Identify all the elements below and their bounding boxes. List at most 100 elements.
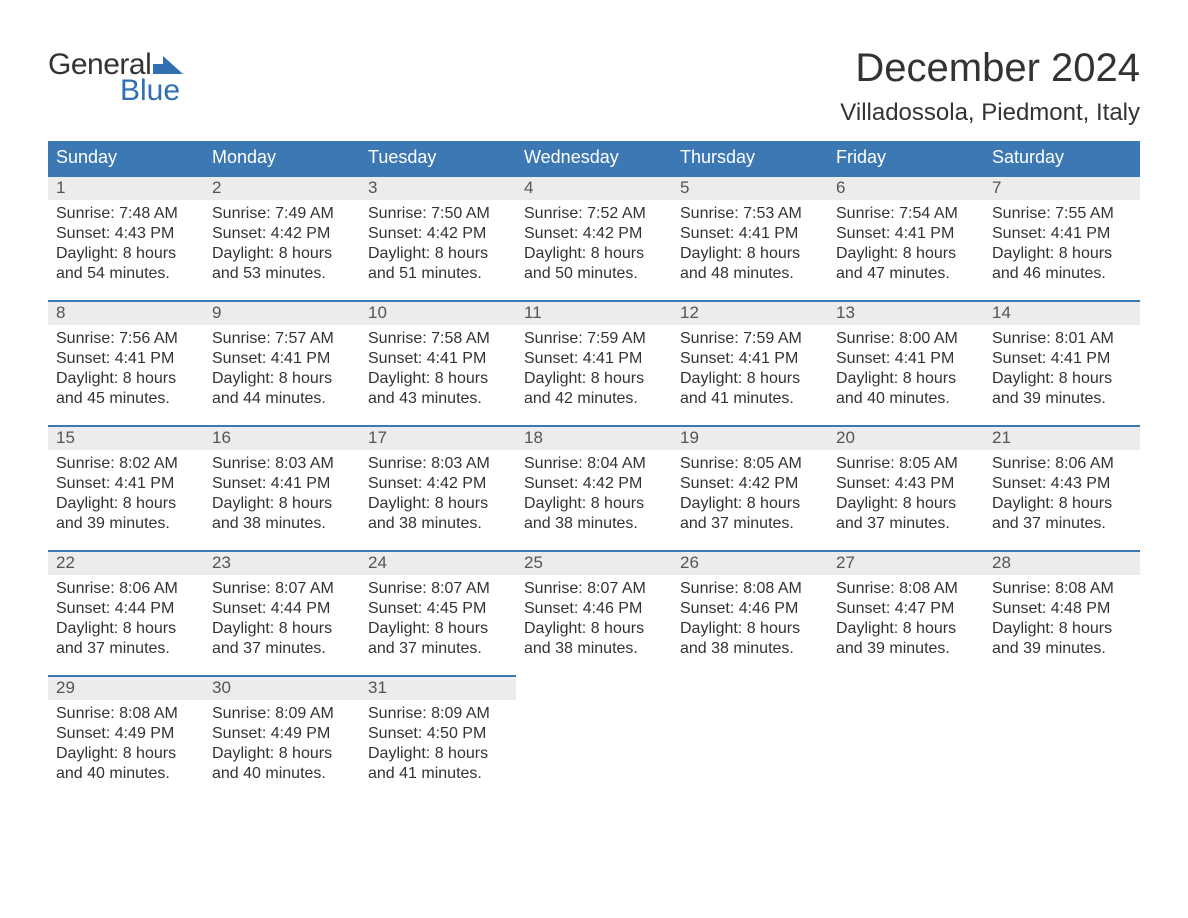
day-cell: 18 Sunrise: 8:04 AMSunset: 4:42 PMDayligh… (516, 425, 672, 534)
day-number: 28 (984, 550, 1140, 575)
weekday-label: Sunday (48, 141, 204, 175)
daylight-line: Daylight: 8 hours and 37 minutes. (992, 494, 1132, 534)
sunset-line: Sunset: 4:41 PM (56, 474, 196, 494)
day-number: 31 (360, 675, 516, 700)
sunset-line: Sunset: 4:41 PM (836, 224, 976, 244)
day-number: 19 (672, 425, 828, 450)
daylight-line: Daylight: 8 hours and 39 minutes. (992, 619, 1132, 659)
day-number: 5 (672, 175, 828, 200)
day-number: 9 (204, 300, 360, 325)
sunset-line: Sunset: 4:41 PM (680, 224, 820, 244)
sunset-line: Sunset: 4:41 PM (212, 349, 352, 369)
daylight-line: Daylight: 8 hours and 40 minutes. (56, 744, 196, 784)
sunset-line: Sunset: 4:41 PM (680, 349, 820, 369)
sunrise-line: Sunrise: 8:09 AM (368, 704, 508, 724)
weeks-container: 1Sunrise: 7:48 AMSunset: 4:43 PMDaylight… (48, 175, 1140, 784)
sunrise-line: Sunrise: 8:07 AM (368, 579, 508, 599)
sunrise-line: Sunrise: 8:03 AM (368, 454, 508, 474)
sunrise-line: Sunrise: 8:04 AM (524, 454, 664, 474)
sunrise-line: Sunrise: 7:55 AM (992, 204, 1132, 224)
day-cell (984, 675, 1140, 784)
day-number: 21 (984, 425, 1140, 450)
day-body: Sunrise: 7:53 AMSunset: 4:41 PMDaylight:… (672, 200, 828, 284)
weekday-label: Monday (204, 141, 360, 175)
sunrise-line: Sunrise: 8:03 AM (212, 454, 352, 474)
sunset-line: Sunset: 4:42 PM (680, 474, 820, 494)
day-body: Sunrise: 8:05 AMSunset: 4:43 PMDaylight:… (828, 450, 984, 534)
day-cell: 1Sunrise: 7:48 AMSunset: 4:43 PMDaylight… (48, 175, 204, 284)
day-body: Sunrise: 8:01 AMSunset: 4:41 PMDaylight:… (984, 325, 1140, 409)
daylight-line: Daylight: 8 hours and 45 minutes. (56, 369, 196, 409)
sunrise-line: Sunrise: 8:07 AM (212, 579, 352, 599)
day-cell: 19 Sunrise: 8:05 AMSunset: 4:42 PMDayligh… (672, 425, 828, 534)
day-number: 10 (360, 300, 516, 325)
daylight-line: Daylight: 8 hours and 47 minutes. (836, 244, 976, 284)
daylight-line: Daylight: 8 hours and 37 minutes. (56, 619, 196, 659)
day-cell: 4Sunrise: 7:52 AMSunset: 4:42 PMDaylight… (516, 175, 672, 284)
daylight-line: Daylight: 8 hours and 48 minutes. (680, 244, 820, 284)
sunrise-line: Sunrise: 7:57 AM (212, 329, 352, 349)
sunrise-line: Sunrise: 8:05 AM (680, 454, 820, 474)
title-block: December 2024 Villadossola, Piedmont, It… (840, 46, 1140, 127)
day-number: 23 (204, 550, 360, 575)
sunset-line: Sunset: 4:41 PM (992, 349, 1132, 369)
sunset-line: Sunset: 4:44 PM (56, 599, 196, 619)
daylight-line: Daylight: 8 hours and 38 minutes. (368, 494, 508, 534)
day-cell: 29Sunrise: 8:08 AMSunset: 4:49 PMDayligh… (48, 675, 204, 784)
day-body: Sunrise: 8:08 AMSunset: 4:48 PMDaylight:… (984, 575, 1140, 659)
day-body: Sunrise: 8:02 AMSunset: 4:41 PMDaylight:… (48, 450, 204, 534)
sunrise-line: Sunrise: 7:54 AM (836, 204, 976, 224)
day-cell: 16Sunrise: 8:03 AMSunset: 4:41 PMDayligh… (204, 425, 360, 534)
day-cell: 28Sunrise: 8:08 AMSunset: 4:48 PMDayligh… (984, 550, 1140, 659)
day-body: Sunrise: 8:08 AMSunset: 4:46 PMDaylight:… (672, 575, 828, 659)
day-number: 22 (48, 550, 204, 575)
sunset-line: Sunset: 4:41 PM (992, 224, 1132, 244)
day-number: 14 (984, 300, 1140, 325)
sunrise-line: Sunrise: 8:06 AM (56, 579, 196, 599)
day-cell (516, 675, 672, 784)
sunrise-line: Sunrise: 8:01 AM (992, 329, 1132, 349)
daylight-line: Daylight: 8 hours and 39 minutes. (836, 619, 976, 659)
sunrise-line: Sunrise: 7:50 AM (368, 204, 508, 224)
daylight-line: Daylight: 8 hours and 41 minutes. (680, 369, 820, 409)
daylight-line: Daylight: 8 hours and 38 minutes. (680, 619, 820, 659)
day-body: Sunrise: 8:03 AMSunset: 4:41 PMDaylight:… (204, 450, 360, 534)
day-number: 8 (48, 300, 204, 325)
sunset-line: Sunset: 4:49 PM (56, 724, 196, 744)
day-body: Sunrise: 7:59 AMSunset: 4:41 PMDaylight:… (516, 325, 672, 409)
sunset-line: Sunset: 4:42 PM (524, 474, 664, 494)
day-body: Sunrise: 7:52 AMSunset: 4:42 PMDaylight:… (516, 200, 672, 284)
sunrise-line: Sunrise: 8:06 AM (992, 454, 1132, 474)
week-row: 1Sunrise: 7:48 AMSunset: 4:43 PMDaylight… (48, 175, 1140, 284)
day-cell: 6Sunrise: 7:54 AMSunset: 4:41 PMDaylight… (828, 175, 984, 284)
daylight-line: Daylight: 8 hours and 51 minutes. (368, 244, 508, 284)
day-cell: 2Sunrise: 7:49 AMSunset: 4:42 PMDaylight… (204, 175, 360, 284)
sunset-line: Sunset: 4:47 PM (836, 599, 976, 619)
day-cell: 20Sunrise: 8:05 AMSunset: 4:43 PMDayligh… (828, 425, 984, 534)
sunrise-line: Sunrise: 7:53 AM (680, 204, 820, 224)
calendar: SundayMondayTuesdayWednesdayThursdayFrid… (48, 141, 1140, 784)
sunset-line: Sunset: 4:42 PM (368, 224, 508, 244)
sunrise-line: Sunrise: 7:48 AM (56, 204, 196, 224)
day-number: 29 (48, 675, 204, 700)
daylight-line: Daylight: 8 hours and 37 minutes. (680, 494, 820, 534)
sunset-line: Sunset: 4:46 PM (524, 599, 664, 619)
daylight-line: Daylight: 8 hours and 38 minutes. (524, 494, 664, 534)
day-cell: 12Sunrise: 7:59 AMSunset: 4:41 PMDayligh… (672, 300, 828, 409)
sunset-line: Sunset: 4:42 PM (212, 224, 352, 244)
day-cell: 23Sunrise: 8:07 AMSunset: 4:44 PMDayligh… (204, 550, 360, 659)
sunset-line: Sunset: 4:41 PM (212, 474, 352, 494)
day-cell: 27Sunrise: 8:08 AMSunset: 4:47 PMDayligh… (828, 550, 984, 659)
page: General Blue December 2024 Villadossola,… (0, 0, 1188, 824)
sunset-line: Sunset: 4:43 PM (992, 474, 1132, 494)
daylight-line: Daylight: 8 hours and 39 minutes. (992, 369, 1132, 409)
day-number: 18 (516, 425, 672, 450)
day-number: 30 (204, 675, 360, 700)
sunset-line: Sunset: 4:41 PM (56, 349, 196, 369)
day-number: 16 (204, 425, 360, 450)
daylight-line: Daylight: 8 hours and 40 minutes. (212, 744, 352, 784)
day-number: 15 (48, 425, 204, 450)
day-cell: 21 Sunrise: 8:06 AMSunset: 4:43 PMDayligh… (984, 425, 1140, 534)
daylight-line: Daylight: 8 hours and 54 minutes. (56, 244, 196, 284)
sunrise-line: Sunrise: 7:56 AM (56, 329, 196, 349)
